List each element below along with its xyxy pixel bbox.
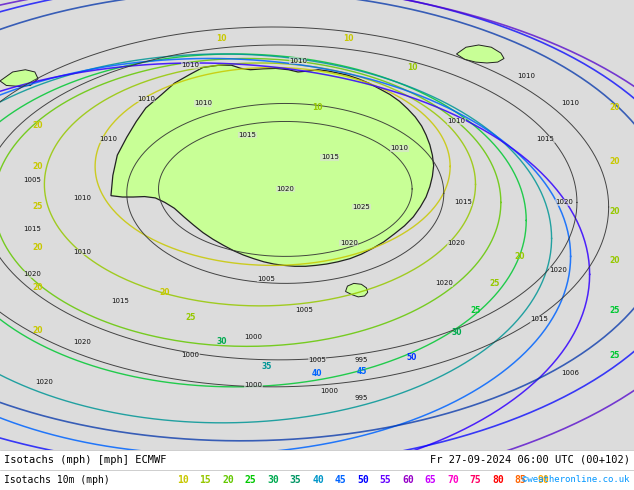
Text: 1020: 1020	[340, 240, 358, 246]
Text: 1020: 1020	[23, 271, 41, 277]
Text: 1005: 1005	[308, 357, 326, 363]
Text: 35: 35	[290, 475, 301, 485]
Text: 30: 30	[217, 337, 227, 346]
Text: 40: 40	[312, 369, 322, 378]
Text: 50: 50	[357, 475, 369, 485]
Text: 20: 20	[610, 256, 620, 266]
Text: 20: 20	[33, 326, 43, 335]
Text: 1020: 1020	[555, 199, 573, 205]
Text: 20: 20	[610, 207, 620, 216]
Text: 995: 995	[354, 395, 368, 401]
Text: 1015: 1015	[536, 136, 554, 143]
Text: 1010: 1010	[391, 146, 408, 151]
Text: 45: 45	[335, 475, 346, 485]
Text: 25: 25	[610, 351, 620, 360]
Text: 1015: 1015	[454, 199, 472, 205]
Text: 70: 70	[447, 475, 459, 485]
Text: 20: 20	[33, 162, 43, 171]
Text: 1010: 1010	[562, 100, 579, 106]
Text: 995: 995	[354, 357, 368, 363]
Text: 10: 10	[177, 475, 189, 485]
Text: Isotachs (mph) [mph] ECMWF: Isotachs (mph) [mph] ECMWF	[4, 455, 167, 465]
Text: 1020: 1020	[448, 240, 465, 246]
Text: 25: 25	[470, 306, 481, 315]
Text: Fr 27-09-2024 06:00 UTC (00+102): Fr 27-09-2024 06:00 UTC (00+102)	[430, 455, 630, 465]
Text: 1005: 1005	[295, 307, 313, 314]
Text: 1000: 1000	[245, 334, 262, 341]
Text: 20: 20	[515, 252, 525, 261]
Text: 1000: 1000	[245, 382, 262, 388]
Text: 1020: 1020	[36, 379, 53, 385]
Text: 20: 20	[160, 288, 170, 297]
Text: 1010: 1010	[74, 195, 91, 201]
Text: 10: 10	[312, 103, 322, 113]
Text: 10: 10	[407, 63, 417, 72]
Polygon shape	[111, 65, 434, 266]
Text: 60: 60	[402, 475, 414, 485]
Text: 35: 35	[261, 362, 271, 371]
Text: 25: 25	[245, 475, 256, 485]
Text: 25: 25	[489, 279, 500, 288]
Text: 40: 40	[312, 475, 324, 485]
Text: 1025: 1025	[353, 204, 370, 210]
Text: 1010: 1010	[517, 74, 535, 79]
Text: 20: 20	[33, 243, 43, 252]
Polygon shape	[346, 283, 368, 297]
Text: 25: 25	[33, 202, 43, 211]
Text: 20: 20	[33, 283, 43, 293]
Text: 45: 45	[356, 367, 366, 376]
Text: 1000: 1000	[181, 352, 199, 358]
Text: 25: 25	[610, 306, 620, 315]
Text: 10: 10	[217, 34, 227, 43]
Text: 20: 20	[610, 103, 620, 113]
Text: 1020: 1020	[276, 186, 294, 192]
Text: 1006: 1006	[562, 370, 579, 376]
Text: 1005: 1005	[23, 177, 41, 183]
Text: 1015: 1015	[530, 317, 548, 322]
Text: 1015: 1015	[23, 226, 41, 232]
Text: 30: 30	[451, 328, 462, 338]
Text: 1015: 1015	[321, 154, 339, 160]
Text: 1010: 1010	[194, 100, 212, 106]
Text: ©weatheronline.co.uk: ©weatheronline.co.uk	[522, 475, 630, 485]
Text: 10: 10	[344, 34, 354, 43]
Polygon shape	[456, 45, 504, 63]
Text: 1000: 1000	[321, 389, 339, 394]
Text: 50: 50	[407, 353, 417, 362]
Text: 1015: 1015	[238, 132, 256, 138]
Text: 20: 20	[33, 122, 43, 130]
Text: 25: 25	[185, 313, 195, 321]
Text: 65: 65	[425, 475, 436, 485]
Text: 75: 75	[470, 475, 481, 485]
Text: 85: 85	[515, 475, 526, 485]
Text: 1020: 1020	[74, 339, 91, 345]
Text: 55: 55	[380, 475, 391, 485]
Text: 1015: 1015	[112, 298, 129, 304]
Text: 1005: 1005	[257, 276, 275, 282]
Text: 1010: 1010	[448, 119, 465, 124]
Text: 80: 80	[492, 475, 504, 485]
Polygon shape	[0, 70, 38, 86]
Text: Isotachs 10m (mph): Isotachs 10m (mph)	[4, 475, 110, 485]
Text: 1010: 1010	[289, 58, 307, 64]
Text: 15: 15	[200, 475, 211, 485]
Text: 1010: 1010	[74, 249, 91, 255]
Text: 30: 30	[267, 475, 279, 485]
Text: 1020: 1020	[549, 267, 567, 273]
Text: 20: 20	[610, 157, 620, 167]
Text: 1010: 1010	[137, 96, 155, 102]
Text: 1020: 1020	[435, 280, 453, 286]
Text: 1010: 1010	[99, 136, 117, 143]
Text: 90: 90	[537, 475, 549, 485]
Text: 20: 20	[222, 475, 234, 485]
Text: 1010: 1010	[181, 62, 199, 68]
